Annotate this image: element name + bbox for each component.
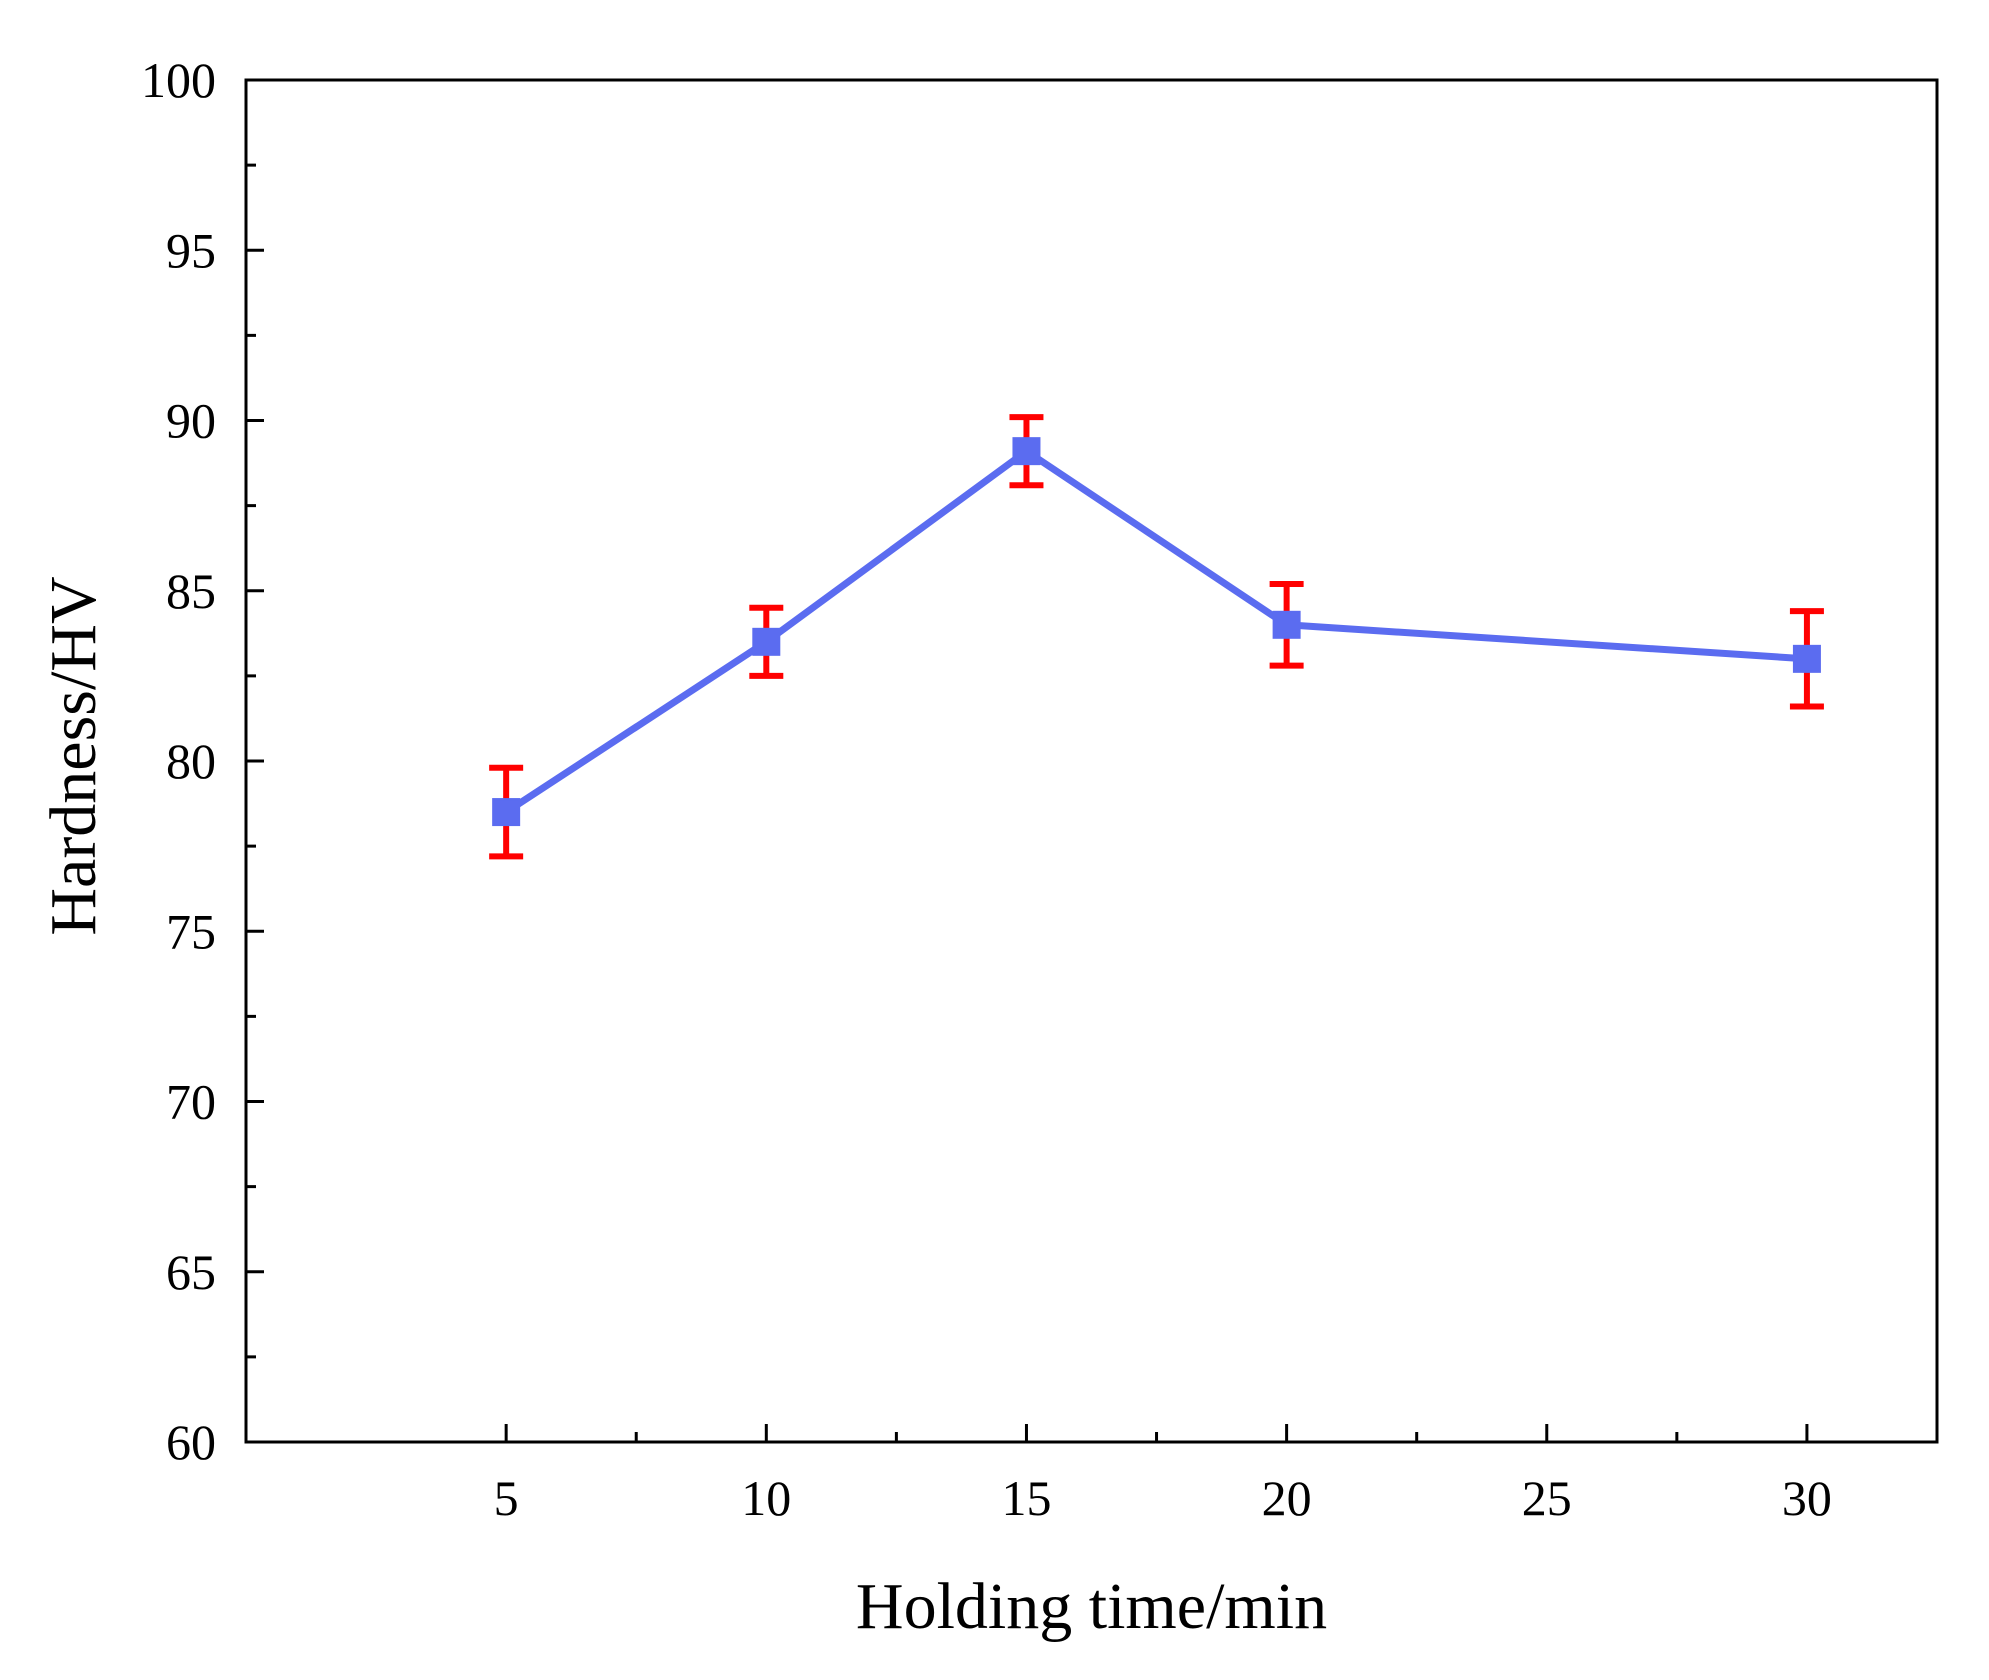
x-axis-title: Holding time/min [856,1570,1327,1643]
x-tick-label: 10 [741,1470,791,1526]
x-tick-label: 20 [1262,1470,1312,1526]
y-tick-label: 100 [141,52,216,108]
y-tick-label: 80 [166,733,216,789]
y-tick-label: 75 [166,903,216,959]
x-tick-label: 25 [1522,1470,1572,1526]
x-tick-label: 30 [1782,1470,1832,1526]
series-layer [489,414,1824,860]
data-point-marker [1272,610,1301,639]
y-tick-label: 70 [166,1074,216,1130]
y-tick-label: 90 [166,393,216,449]
x-axis-ticks: 5 10 15 20 25 30 [494,1424,1832,1526]
y-tick-label: 60 [166,1414,216,1470]
data-point-marker [492,798,521,827]
y-axis-ticks: 60 65 70 75 80 85 90 95 100 [141,52,264,1470]
plot-frame [244,78,1939,1444]
x-tick-label: 5 [494,1470,519,1526]
y-tick-label: 85 [166,563,216,619]
data-point-marker [1792,644,1821,673]
data-point-marker [1012,437,1041,466]
y-tick-label: 95 [166,222,216,278]
data-point-marker [752,627,781,656]
series-line [504,447,1808,816]
y-axis-title: Hardness/HV [37,576,110,935]
y-tick-label: 65 [166,1244,216,1300]
x-tick-label: 15 [1001,1470,1051,1526]
